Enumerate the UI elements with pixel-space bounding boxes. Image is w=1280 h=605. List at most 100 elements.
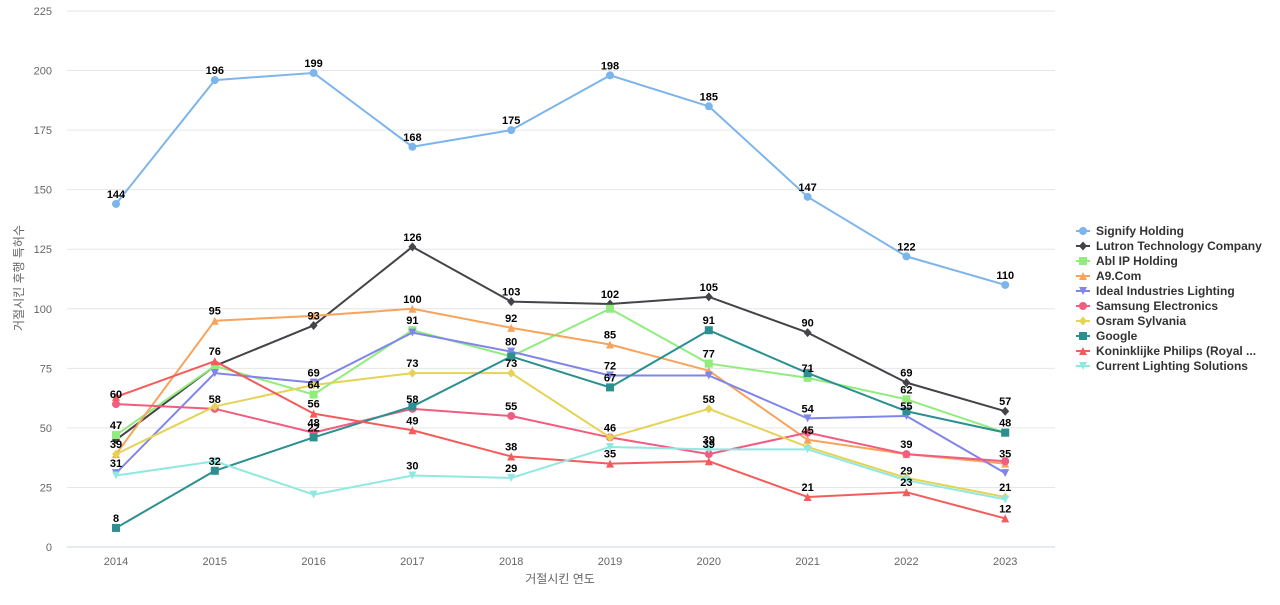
data-label: 48 (307, 418, 319, 430)
data-point (1001, 495, 1010, 504)
y-axis-title: 거절시킨 후행 특허수 (11, 225, 26, 331)
legend-label: Google (1096, 329, 1138, 343)
data-label: 29 (900, 465, 912, 477)
legend-marker (1079, 332, 1087, 340)
data-point (309, 490, 318, 499)
data-point (803, 369, 812, 378)
data-point (1001, 514, 1010, 523)
data-label: 22 (307, 422, 319, 434)
series-group (112, 304, 1010, 468)
data-label: 185 (700, 91, 718, 103)
data-point (704, 371, 713, 380)
data-label: 122 (897, 241, 915, 253)
y-tick-label: 0 (46, 542, 52, 554)
data-label: 58 (703, 394, 715, 406)
legend-item[interactable]: A9.Com (1076, 269, 1141, 283)
data-label: 198 (601, 60, 619, 72)
data-label: 55 (505, 401, 517, 413)
grid-lines (67, 10, 1055, 548)
legend-item[interactable]: Osram Sylvania (1076, 314, 1186, 328)
legend-marker (1079, 316, 1087, 326)
data-point (408, 304, 417, 313)
data-point (309, 68, 318, 77)
data-point (606, 459, 614, 468)
data-point (1001, 469, 1010, 478)
data-label: 39 (900, 439, 912, 451)
data-point (704, 292, 713, 302)
series-group (112, 68, 1010, 289)
series-group (112, 442, 1010, 504)
y-axis-ticks: 0 25 50 75 100 125 150 175 200 225 (34, 6, 52, 554)
data-point (309, 380, 318, 390)
data-label: 45 (801, 425, 813, 437)
legend-item[interactable]: Abl IP Holding (1076, 254, 1178, 268)
data-point (704, 404, 713, 414)
legend-item[interactable]: Signify Holding (1076, 224, 1184, 238)
data-label: 103 (502, 287, 520, 299)
data-point (1001, 457, 1010, 466)
y-tick-label: 100 (34, 304, 52, 316)
data-label: 12 (999, 503, 1011, 515)
legend-label: A9.Com (1096, 269, 1141, 283)
data-point (210, 457, 219, 466)
data-point (606, 383, 614, 392)
data-point (408, 242, 417, 252)
data-point (112, 392, 120, 401)
data-label: 73 (406, 358, 418, 370)
data-point (507, 323, 516, 332)
x-tick-label: 2022 (894, 556, 918, 568)
data-point (210, 361, 219, 370)
data-point (803, 435, 812, 444)
data-point (210, 401, 219, 411)
data-point (507, 411, 516, 420)
legend-marker (1079, 272, 1087, 280)
series-line (115, 372, 1006, 498)
data-label: 91 (703, 315, 715, 327)
data-point (112, 523, 120, 532)
data-label: 85 (604, 330, 616, 342)
y-tick-label: 200 (34, 66, 52, 78)
data-point (408, 471, 417, 480)
data-label: 73 (505, 358, 517, 370)
series-group (112, 357, 1010, 523)
data-label: 49 (406, 415, 418, 427)
y-tick-label: 175 (34, 125, 52, 137)
data-point (507, 297, 516, 307)
x-tick-label: 2014 (104, 556, 128, 568)
data-point (606, 71, 614, 80)
data-label: 39 (703, 434, 715, 446)
data-label: 77 (703, 349, 715, 361)
data-label: 48 (999, 418, 1011, 430)
legend-item[interactable]: Ideal Industries Lighting (1076, 284, 1235, 298)
data-label: 31 (110, 458, 122, 470)
y-tick-label: 125 (34, 244, 52, 256)
data-label: 95 (209, 306, 221, 318)
data-point (606, 304, 614, 313)
legend-marker (1079, 227, 1087, 235)
data-label: 126 (403, 232, 421, 244)
data-label: 110 (996, 270, 1014, 282)
data-label: 105 (700, 282, 718, 294)
legend-item[interactable]: Koninklijke Philips (Royal ... (1076, 344, 1256, 358)
legend-item[interactable]: Google (1076, 329, 1138, 343)
data-point (210, 316, 219, 325)
series-lines (112, 68, 1010, 532)
x-axis-ticks: 2014 2015 2016 2017 2018 2019 2020 2021 2022 2023 (104, 556, 1018, 568)
legend-marker (1079, 347, 1087, 355)
legend-label: Lutron Technology Company (1096, 239, 1262, 253)
data-label: 30 (406, 461, 418, 473)
data-label: 55 (900, 401, 912, 413)
data-label: 67 (604, 372, 616, 384)
series-group (112, 242, 1010, 445)
data-label: 60 (110, 389, 122, 401)
data-label: 35 (999, 449, 1011, 461)
data-label: 175 (502, 115, 520, 127)
legend-item[interactable]: Lutron Technology Company (1076, 239, 1262, 253)
data-point (210, 466, 219, 475)
data-point (704, 457, 713, 466)
legend-item[interactable]: Samsung Electronics (1076, 299, 1218, 313)
data-point (803, 328, 812, 338)
data-label: 71 (801, 363, 813, 375)
legend-item[interactable]: Current Lighting Solutions (1076, 359, 1248, 373)
data-point (309, 311, 318, 320)
